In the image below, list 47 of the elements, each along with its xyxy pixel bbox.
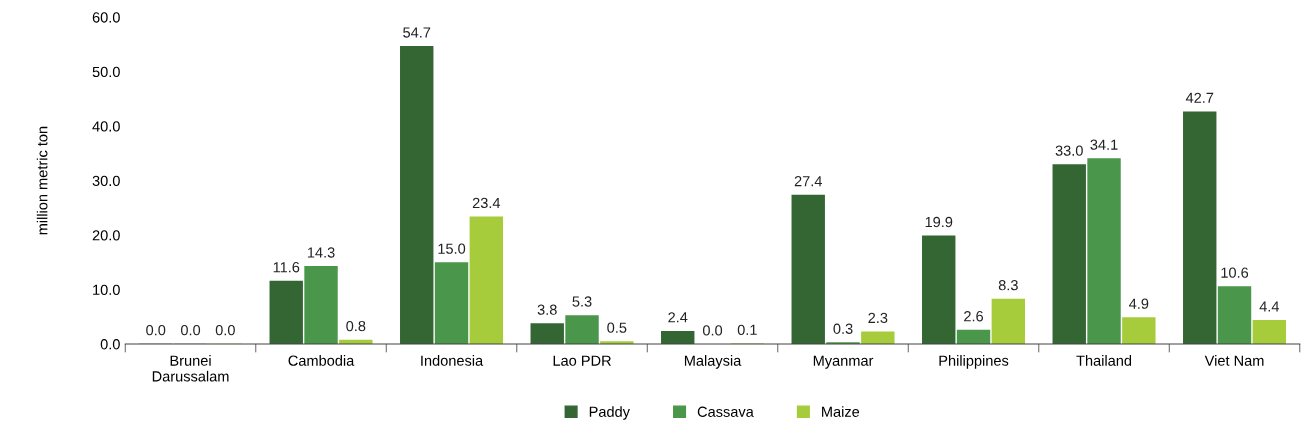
data-label: 2.4: [668, 312, 688, 323]
data-label: 0.0: [180, 325, 201, 336]
legend-label: Cassava: [697, 406, 754, 417]
data-label: 33.0: [1055, 145, 1083, 156]
data-label: 14.3: [307, 247, 335, 258]
data-label: 34.1: [1090, 139, 1118, 150]
y-tick-label: 10.0: [93, 284, 120, 295]
data-label: 11.6: [273, 262, 300, 273]
y-tick-label: 60.0: [92, 12, 120, 23]
data-label: 0.0: [215, 325, 235, 336]
y-tick-label: 30.0: [92, 175, 120, 187]
x-tick-label: Cambodia: [288, 355, 355, 366]
data-label: 0.0: [702, 325, 723, 336]
data-label: 27.4: [794, 176, 822, 187]
x-tick-label: Lao PDR: [553, 355, 611, 366]
data-label: 4.9: [1129, 298, 1149, 309]
y-tick-label: 40.0: [92, 121, 120, 132]
data-label: 54.7: [403, 27, 431, 38]
legend-label: Maize: [822, 406, 860, 417]
legend-label: Paddy: [589, 406, 630, 420]
y-tick-label: 50.0: [92, 66, 120, 78]
data-label: 19.9: [925, 216, 953, 228]
data-label: 0.1: [737, 324, 757, 336]
data-label: 15.0: [438, 243, 466, 254]
data-label: 8.3: [998, 280, 1018, 291]
x-tick-label: Viet Nam: [1204, 355, 1264, 366]
data-label: 2.6: [964, 311, 984, 322]
data-label: 42.7: [1185, 92, 1214, 103]
data-label: 3.8: [537, 304, 557, 315]
x-tick-label: Brunei Darussalam: [152, 355, 229, 382]
data-label: 0.3: [833, 323, 853, 334]
data-label: 0.0: [146, 325, 166, 336]
data-label: 0.5: [607, 322, 627, 333]
x-tick-label: Philippines: [939, 355, 1009, 369]
y-tick-label: 20.0: [92, 230, 120, 241]
data-label: 4.4: [1259, 301, 1280, 312]
data-label: 10.6: [1221, 267, 1249, 278]
x-tick-label: Thailand: [1076, 355, 1132, 366]
data-label: 23.4: [472, 197, 501, 209]
data-label: 5.3: [572, 296, 592, 307]
data-label: 2.3: [868, 312, 888, 324]
x-tick-label: Indonesia: [421, 355, 484, 366]
x-tick-label: Myanmar: [813, 355, 874, 369]
y-tick-label: 0.0: [100, 339, 120, 350]
data-label: 0.8: [346, 320, 366, 332]
y-axis-title: million metric ton: [36, 126, 48, 235]
x-tick-label: Malaysia: [684, 355, 742, 369]
